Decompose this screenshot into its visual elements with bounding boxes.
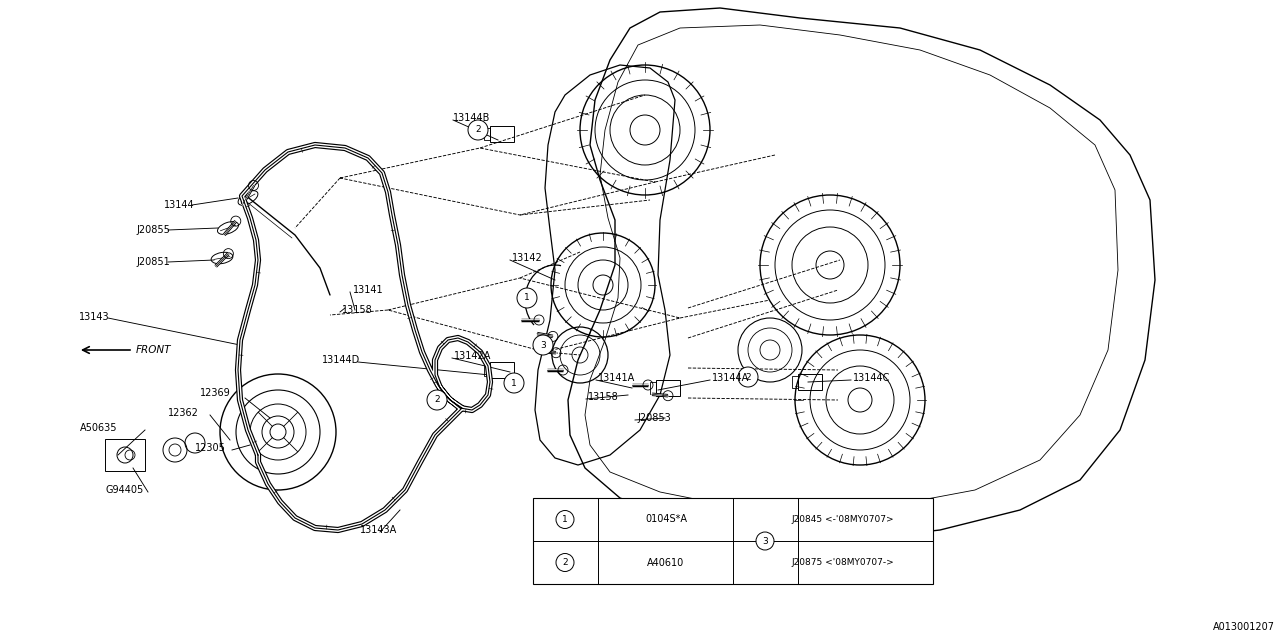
- Text: 13142: 13142: [512, 253, 543, 263]
- Text: 13144B: 13144B: [453, 113, 490, 123]
- Text: 1: 1: [511, 378, 517, 387]
- Text: J20845 <-'08MY0707>: J20845 <-'08MY0707>: [792, 515, 895, 524]
- Text: 13158: 13158: [588, 392, 618, 402]
- Text: 12305: 12305: [195, 443, 225, 453]
- Text: J20875 <'08MY0707->: J20875 <'08MY0707->: [791, 558, 895, 567]
- Text: 13141: 13141: [353, 285, 384, 295]
- Circle shape: [468, 120, 488, 140]
- Text: 13144: 13144: [164, 200, 195, 210]
- Text: A013001207: A013001207: [1213, 622, 1275, 632]
- Text: 12362: 12362: [168, 408, 198, 418]
- Circle shape: [517, 288, 538, 308]
- Text: 13158: 13158: [342, 305, 372, 315]
- Text: 3: 3: [540, 340, 545, 349]
- Text: 13144A: 13144A: [712, 373, 749, 383]
- Text: 13143: 13143: [79, 312, 110, 322]
- Text: J20853: J20853: [637, 413, 671, 423]
- Text: 2: 2: [475, 125, 481, 134]
- Text: 13144D: 13144D: [321, 355, 360, 365]
- Text: 13142A: 13142A: [454, 351, 492, 361]
- Text: 13144C: 13144C: [852, 373, 891, 383]
- Circle shape: [428, 390, 447, 410]
- Text: 2: 2: [562, 558, 568, 567]
- Circle shape: [556, 554, 573, 572]
- Text: 13141A: 13141A: [598, 373, 635, 383]
- Text: 3: 3: [762, 536, 768, 545]
- Text: FRONT: FRONT: [136, 345, 172, 355]
- Text: 1: 1: [562, 515, 568, 524]
- Text: 1: 1: [524, 294, 530, 303]
- Text: 2: 2: [434, 396, 440, 404]
- Circle shape: [756, 532, 774, 550]
- Text: 12369: 12369: [200, 388, 230, 398]
- Text: J20851: J20851: [136, 257, 170, 267]
- Text: J20855: J20855: [136, 225, 170, 235]
- Circle shape: [532, 335, 553, 355]
- Circle shape: [739, 367, 758, 387]
- Text: G94405: G94405: [105, 485, 143, 495]
- Text: 13143A: 13143A: [360, 525, 397, 535]
- Text: A40610: A40610: [648, 557, 685, 568]
- Text: 0104S*A: 0104S*A: [645, 515, 687, 525]
- FancyBboxPatch shape: [532, 498, 933, 584]
- Text: 2: 2: [745, 372, 751, 381]
- Circle shape: [504, 373, 524, 393]
- Circle shape: [556, 511, 573, 529]
- Text: A50635: A50635: [79, 423, 118, 433]
